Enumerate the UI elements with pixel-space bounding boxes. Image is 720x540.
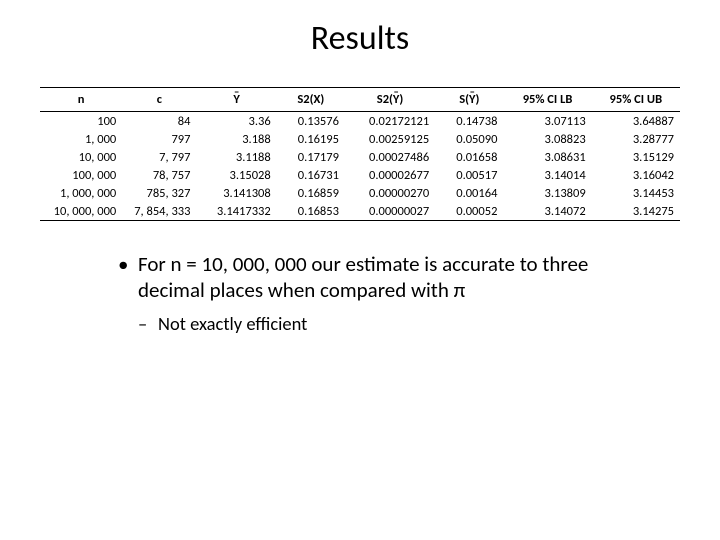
- table-col-header: S(Y): [435, 88, 503, 112]
- table-cell: 3.13809: [503, 184, 591, 202]
- table-cell: 0.01658: [435, 148, 503, 166]
- table-col-header: S2(X): [277, 88, 345, 112]
- table-cell: 3.1188: [196, 148, 276, 166]
- table-cell: 1, 000: [40, 130, 122, 148]
- table-cell: 100, 000: [40, 166, 122, 184]
- table-cell: 3.1417332: [196, 202, 276, 221]
- page-title: Results: [40, 18, 680, 59]
- table-cell: 3.14453: [592, 184, 680, 202]
- table-cell: 3.14014: [503, 166, 591, 184]
- table-row: 1, 000, 000785, 3273.1413080.168590.0000…: [40, 184, 680, 202]
- table-cell: 3.28777: [592, 130, 680, 148]
- table-cell: 0.16195: [277, 130, 345, 148]
- table-cell: 3.64887: [592, 112, 680, 131]
- table-cell: 1, 000, 000: [40, 184, 122, 202]
- table-col-header: n: [40, 88, 122, 112]
- results-table: ncYS2(X)S2(Y)S(Y)95% CI LB95% CI UB 1008…: [40, 87, 680, 221]
- table-cell: 3.36: [196, 112, 276, 131]
- table-row: 1, 0007973.1880.161950.002591250.050903.…: [40, 130, 680, 148]
- bullet-2: Not exactly efficient: [138, 312, 620, 335]
- table-row: 100843.360.135760.021721210.147383.07113…: [40, 112, 680, 131]
- table-cell: 0.00164: [435, 184, 503, 202]
- table-cell: 3.188: [196, 130, 276, 148]
- table-cell: 3.14275: [592, 202, 680, 221]
- table-cell: 0.13576: [277, 112, 345, 131]
- table-cell: 0.16731: [277, 166, 345, 184]
- table-cell: 10, 000, 000: [40, 202, 122, 221]
- bullet-list: For n = 10, 000, 000 our estimate is acc…: [40, 251, 680, 335]
- table-row: 10, 0007, 7973.11880.171790.000274860.01…: [40, 148, 680, 166]
- table-cell: 3.16042: [592, 166, 680, 184]
- table-cell: 0.05090: [435, 130, 503, 148]
- table-cell: 0.00002677: [345, 166, 435, 184]
- table-col-header: 95% CI UB: [592, 88, 680, 112]
- table-cell: 797: [122, 130, 196, 148]
- table-cell: 3.15028: [196, 166, 276, 184]
- table-cell: 0.16859: [277, 184, 345, 202]
- table-cell: 0.00517: [435, 166, 503, 184]
- table-cell: 0.00259125: [345, 130, 435, 148]
- table-header-row: ncYS2(X)S2(Y)S(Y)95% CI LB95% CI UB: [40, 88, 680, 112]
- table-cell: 7, 797: [122, 148, 196, 166]
- table-cell: 78, 757: [122, 166, 196, 184]
- table-cell: 84: [122, 112, 196, 131]
- table-body: 100843.360.135760.021721210.147383.07113…: [40, 112, 680, 221]
- table-col-header: 95% CI LB: [503, 88, 591, 112]
- table-cell: 0.02172121: [345, 112, 435, 131]
- table-cell: 0.14738: [435, 112, 503, 131]
- table-cell: 3.15129: [592, 148, 680, 166]
- bullet-1: For n = 10, 000, 000 our estimate is acc…: [118, 251, 620, 304]
- table-cell: 0.00052: [435, 202, 503, 221]
- table-cell: 3.07113: [503, 112, 591, 131]
- table-cell: 7, 854, 333: [122, 202, 196, 221]
- table-col-header: c: [122, 88, 196, 112]
- table-cell: 0.00027486: [345, 148, 435, 166]
- table-cell: 0.00000027: [345, 202, 435, 221]
- table-col-header: Y: [196, 88, 276, 112]
- table-cell: 785, 327: [122, 184, 196, 202]
- table-col-header: S2(Y): [345, 88, 435, 112]
- table-cell: 3.141308: [196, 184, 276, 202]
- table-row: 100, 00078, 7573.150280.167310.000026770…: [40, 166, 680, 184]
- table-cell: 0.16853: [277, 202, 345, 221]
- results-table-wrap: ncYS2(X)S2(Y)S(Y)95% CI LB95% CI UB 1008…: [40, 87, 680, 221]
- table-cell: 3.08823: [503, 130, 591, 148]
- table-cell: 3.14072: [503, 202, 591, 221]
- table-cell: 0.17179: [277, 148, 345, 166]
- table-cell: 10, 000: [40, 148, 122, 166]
- table-cell: 3.08631: [503, 148, 591, 166]
- table-row: 10, 000, 0007, 854, 3333.14173320.168530…: [40, 202, 680, 221]
- table-cell: 0.00000270: [345, 184, 435, 202]
- table-cell: 100: [40, 112, 122, 131]
